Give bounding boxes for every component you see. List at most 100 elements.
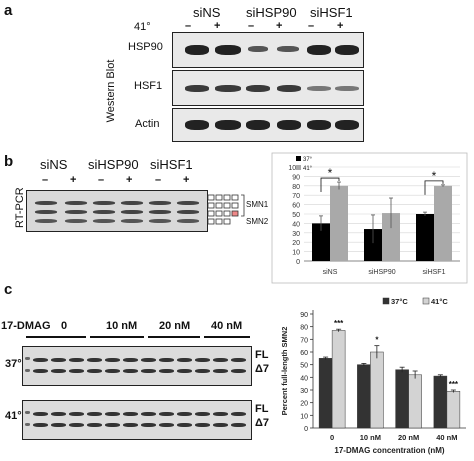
lane-sign: – bbox=[185, 20, 192, 32]
chart-c-ytick: 80 bbox=[300, 325, 308, 332]
gel-band-fl bbox=[141, 412, 156, 416]
bar-chart-c: 0 10 20 30 40 50 60 70 80 90 Percent full-length S… bbox=[280, 297, 466, 455]
chart-b-sig-star: * bbox=[432, 169, 437, 183]
rt-pcr-gel-37 bbox=[22, 346, 252, 386]
blot-row-label-actin: Actin bbox=[135, 118, 160, 130]
chart-b-sig-bracket bbox=[320, 177, 340, 193]
ladder-band bbox=[25, 423, 30, 426]
chart-c-ylabel: Percent full-length SMN2 bbox=[280, 327, 289, 416]
bar-chart-b: 0 10 20 30 40 50 60 70 80 90 100 siNS siHSP90 siHSF1 3… bbox=[271, 152, 468, 284]
chart-b-bar bbox=[434, 185, 452, 261]
chart-c-ytick: 30 bbox=[300, 388, 308, 395]
chart-c-legend-label: 37°C bbox=[391, 297, 408, 306]
chart-b-ytick: 20 bbox=[292, 240, 300, 247]
gel-band-d7 bbox=[231, 369, 246, 373]
gel-band-fl bbox=[195, 412, 210, 416]
panel-a-temp-label: 41° bbox=[134, 21, 151, 33]
chart-c-bar bbox=[331, 330, 346, 429]
gel-band-d7 bbox=[123, 423, 138, 427]
panel-b-group-sihsf1: siHSF1 bbox=[150, 157, 193, 172]
conc-label-10nm: 10 nM bbox=[106, 320, 138, 332]
lane-sign: + bbox=[276, 20, 283, 32]
blot-row-label-hsp90: HSP90 bbox=[128, 41, 163, 53]
chart-c-bar bbox=[370, 351, 384, 429]
chart-c-xtick: 20 nM bbox=[398, 433, 419, 442]
lane-sign: + bbox=[126, 174, 133, 186]
chart-c-bar bbox=[433, 375, 448, 429]
concentration-bracket bbox=[26, 336, 86, 338]
gel-band-fl bbox=[123, 412, 138, 416]
panel-b-group-sins: siNS bbox=[40, 157, 68, 172]
ladder-band bbox=[25, 357, 30, 360]
gel-band-fl bbox=[51, 412, 66, 416]
chart-c-xtick: 0 bbox=[330, 433, 334, 442]
western-blot-hsf1 bbox=[172, 70, 364, 106]
chart-c-xlabel: 17-DMAG concentration (nM) bbox=[334, 446, 445, 455]
chart-c-legend-label: 41°C bbox=[431, 297, 448, 306]
gel-band-d7 bbox=[195, 369, 210, 373]
chart-b-ytick: 30 bbox=[292, 231, 300, 238]
exon-label-smn1: SMN1 bbox=[246, 200, 269, 209]
gel-band-fl bbox=[213, 358, 228, 362]
panel-a-label: a bbox=[4, 2, 13, 19]
chart-b-ytick: 0 bbox=[296, 259, 300, 266]
chart-c-ytick: 60 bbox=[300, 350, 308, 357]
panel-a-group-sihsp90: siHSP90 bbox=[246, 5, 297, 20]
gel-band-d7 bbox=[213, 369, 228, 373]
chart-b-xtick: siHSP90 bbox=[368, 269, 395, 276]
chart-b-bar bbox=[382, 213, 400, 261]
gel-band-fl bbox=[159, 412, 174, 416]
chart-b-ytick: 60 bbox=[292, 203, 300, 210]
gel-band-fl bbox=[141, 358, 156, 362]
chart-b-ytick: 100 bbox=[288, 165, 300, 172]
chart-b-bar bbox=[330, 185, 348, 261]
chart-c-ytick: 20 bbox=[300, 401, 308, 408]
chart-c-xtick: 10 nM bbox=[360, 433, 381, 442]
chart-c-ytick: 0 bbox=[304, 426, 308, 433]
lane-sign: + bbox=[214, 20, 221, 32]
chart-b-sig-bracket bbox=[424, 180, 444, 195]
gel-band-fl bbox=[231, 412, 246, 416]
gel-band-fl bbox=[33, 412, 48, 416]
chart-b-legend-swatch bbox=[296, 165, 301, 170]
gel-band-d7 bbox=[177, 423, 192, 427]
lane-sign: – bbox=[248, 20, 255, 32]
chart-c-ytick: 90 bbox=[300, 312, 308, 319]
chart-b-xtick: siHSF1 bbox=[423, 269, 446, 276]
chart-b-sig-star: * bbox=[328, 166, 333, 180]
band-label-d7-41: Δ7 bbox=[255, 417, 270, 429]
panel-b-group-sihsp90: siHSP90 bbox=[88, 157, 139, 172]
gel-band-d7 bbox=[87, 423, 102, 427]
chart-b-bar bbox=[312, 223, 330, 261]
chart-b-bar bbox=[416, 214, 434, 261]
chart-b-xtick: siNS bbox=[323, 269, 338, 276]
chart-c-legend-swatch bbox=[422, 297, 430, 305]
exon-label-smn2: SMN2 bbox=[246, 217, 269, 226]
gel-band-fl bbox=[213, 412, 228, 416]
gel-band-fl bbox=[177, 412, 192, 416]
band-label-fl-37: FL bbox=[255, 349, 269, 361]
gel-band-d7 bbox=[51, 423, 66, 427]
concentration-bracket bbox=[90, 336, 144, 338]
gel-band-fl bbox=[69, 412, 84, 416]
chart-c-sig-star: *** bbox=[334, 319, 344, 328]
western-blot-actin bbox=[172, 108, 364, 142]
gel-band-d7 bbox=[231, 423, 246, 427]
lane-sign: – bbox=[42, 174, 49, 186]
gel-band-d7 bbox=[69, 369, 84, 373]
chart-b-ytick: 50 bbox=[292, 212, 300, 219]
chart-c-bar bbox=[408, 374, 422, 429]
lane-sign: + bbox=[70, 174, 77, 186]
gel-band-d7 bbox=[123, 369, 138, 373]
gel-band-fl bbox=[87, 358, 102, 362]
gel-band-d7 bbox=[69, 423, 84, 427]
chart-c-sig-star: * bbox=[375, 336, 379, 345]
chart-c-ytick: 50 bbox=[300, 363, 308, 370]
gel-band-d7 bbox=[141, 423, 156, 427]
lane-sign: + bbox=[337, 20, 344, 32]
gel-band-d7 bbox=[105, 423, 120, 427]
chart-c-legend-swatch bbox=[382, 297, 390, 305]
chart-b-ytick: 70 bbox=[292, 193, 300, 200]
gel-band-d7 bbox=[159, 423, 174, 427]
band-label-d7-37: Δ7 bbox=[255, 363, 270, 375]
